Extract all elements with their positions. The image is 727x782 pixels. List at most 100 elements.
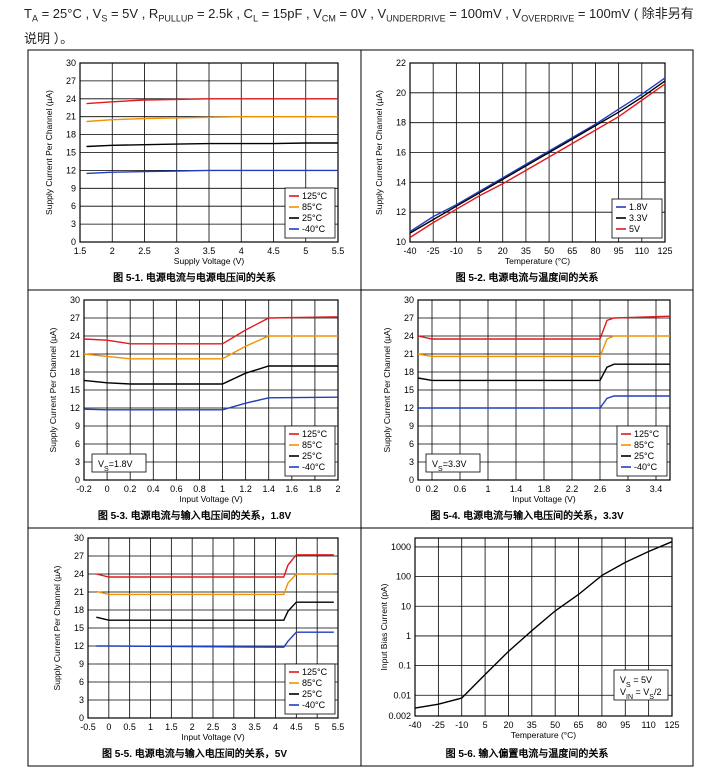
y-axis-label: Supply Current Per Channel (µA) (48, 327, 58, 452)
legend-label: -40°C (302, 462, 326, 472)
x-tick-label: 50 (544, 246, 554, 256)
legend-label: 85°C (302, 678, 323, 688)
series-line (414, 541, 673, 709)
x-tick-label: -40 (408, 720, 421, 730)
annotation: VS=1.8V (98, 459, 132, 473)
x-tick-label: 2 (335, 484, 340, 494)
series-line (83, 335, 338, 360)
caption: 图 5-4. 电源电流与输入电压间的关系，3.3V (430, 509, 624, 522)
y-tick-label: 15 (70, 385, 80, 395)
header-text: = 100mV ( 除非另有说明 ）。 (24, 6, 694, 46)
header-text: = 5V , R (107, 6, 159, 21)
y-tick-label: 0.1 (398, 661, 411, 671)
legend-label: 3.3V (629, 213, 648, 223)
y-tick-label: 9 (75, 421, 80, 431)
y-tick-label: 100 (396, 572, 411, 582)
legend-label: 85°C (634, 440, 655, 450)
plot-frame (409, 62, 666, 243)
series-line (86, 116, 338, 123)
annotation-text: = 5V (631, 675, 652, 685)
x-tick-label: 1.8 (538, 484, 551, 494)
x-tick-label: 1 (148, 722, 153, 732)
x-axis-label: Input Voltage (V) (512, 494, 575, 504)
y-axis-label: Supply Current Per Channel (µA) (52, 565, 62, 690)
x-tick-label: 2 (110, 246, 115, 256)
x-tick-label: 125 (657, 246, 672, 256)
x-axis-label: Temperature (°C) (511, 730, 576, 740)
x-tick-label: 0.8 (193, 484, 206, 494)
series-line (409, 83, 666, 239)
y-axis-label: Supply Current Per Channel (µA) (44, 90, 54, 215)
x-tick-label: 3 (174, 246, 179, 256)
legend-label: 1.8V (629, 202, 648, 212)
x-tick-label: -25 (427, 246, 440, 256)
series-line (96, 573, 334, 596)
y-tick-label: 30 (74, 533, 84, 543)
y-tick-label: 21 (74, 587, 84, 597)
legend-label: 125°C (302, 191, 328, 201)
x-tick-label: 4 (239, 246, 244, 256)
legend-label: -40°C (302, 224, 326, 234)
caption: 图 5-1. 电源电流与电源电压间的关系 (113, 271, 276, 284)
x-tick-label: 2.6 (594, 484, 607, 494)
series-line (417, 363, 670, 382)
legend-label: 25°C (302, 451, 323, 461)
y-axis-label: Input Bias Current (pA) (379, 583, 389, 670)
annotation-text: V (620, 687, 626, 697)
annotation-text: = V (633, 687, 649, 697)
annotation-box (425, 453, 481, 473)
y-tick-label: 27 (70, 313, 80, 323)
y-tick-label: 18 (66, 130, 76, 140)
x-tick-label: 1.2 (239, 484, 252, 494)
header-subscript: OVERDRIVE (521, 13, 575, 24)
annotation-subscript: S (104, 466, 109, 473)
x-tick-label: 3 (231, 722, 236, 732)
y-tick-label: 21 (70, 349, 80, 359)
y-tick-label: 3 (75, 457, 80, 467)
annotation-subscript: S (438, 466, 443, 473)
x-tick-label: 1.5 (165, 722, 178, 732)
header-subscript: A (31, 13, 38, 24)
header-subscript: UNDERDRIVE (386, 13, 446, 24)
y-tick-label: 6 (409, 439, 414, 449)
y-tick-label: 0.002 (388, 711, 411, 721)
legend-label: -40°C (302, 700, 326, 710)
y-tick-label: 14 (396, 177, 406, 187)
x-tick-label: 2.5 (138, 246, 151, 256)
legend-label: 125°C (302, 667, 328, 677)
header-text: T (24, 6, 32, 21)
y-tick-label: 27 (66, 76, 76, 86)
y-tick-label: 15 (404, 385, 414, 395)
legend-label: 125°C (634, 429, 660, 439)
y-tick-label: 10 (401, 601, 411, 611)
x-tick-label: 1 (220, 484, 225, 494)
x-tick-label: 95 (620, 720, 630, 730)
x-tick-label: 3.5 (203, 246, 216, 256)
caption: 图 5-3. 电源电流与输入电压间的关系，1.8V (98, 509, 292, 522)
y-tick-label: 12 (70, 403, 80, 413)
y-tick-label: 30 (404, 295, 414, 305)
y-tick-label: 20 (396, 88, 406, 98)
x-tick-label: 0.4 (147, 484, 160, 494)
y-tick-label: 9 (71, 183, 76, 193)
y-tick-label: 27 (404, 313, 414, 323)
y-tick-label: 6 (79, 677, 84, 687)
x-tick-label: 110 (641, 720, 655, 730)
y-tick-label: 1 (406, 631, 411, 641)
legend-label: 85°C (302, 440, 323, 450)
legend-label: 25°C (302, 689, 323, 699)
annotation-subscript: S (649, 694, 654, 701)
x-tick-label: 1.8 (309, 484, 322, 494)
caption: 图 5-2. 电源电流与温度间的关系 (456, 271, 599, 284)
x-tick-label: 1.5 (74, 246, 87, 256)
y-tick-label: 3 (409, 457, 414, 467)
x-tick-label: 0.2 (426, 484, 439, 494)
x-tick-label: 5.5 (332, 722, 345, 732)
annotation: VIN = VS/2 (620, 687, 661, 701)
series-line (86, 98, 338, 105)
series-line (83, 396, 339, 411)
y-tick-label: 24 (74, 569, 84, 579)
y-tick-label: 16 (396, 148, 406, 158)
